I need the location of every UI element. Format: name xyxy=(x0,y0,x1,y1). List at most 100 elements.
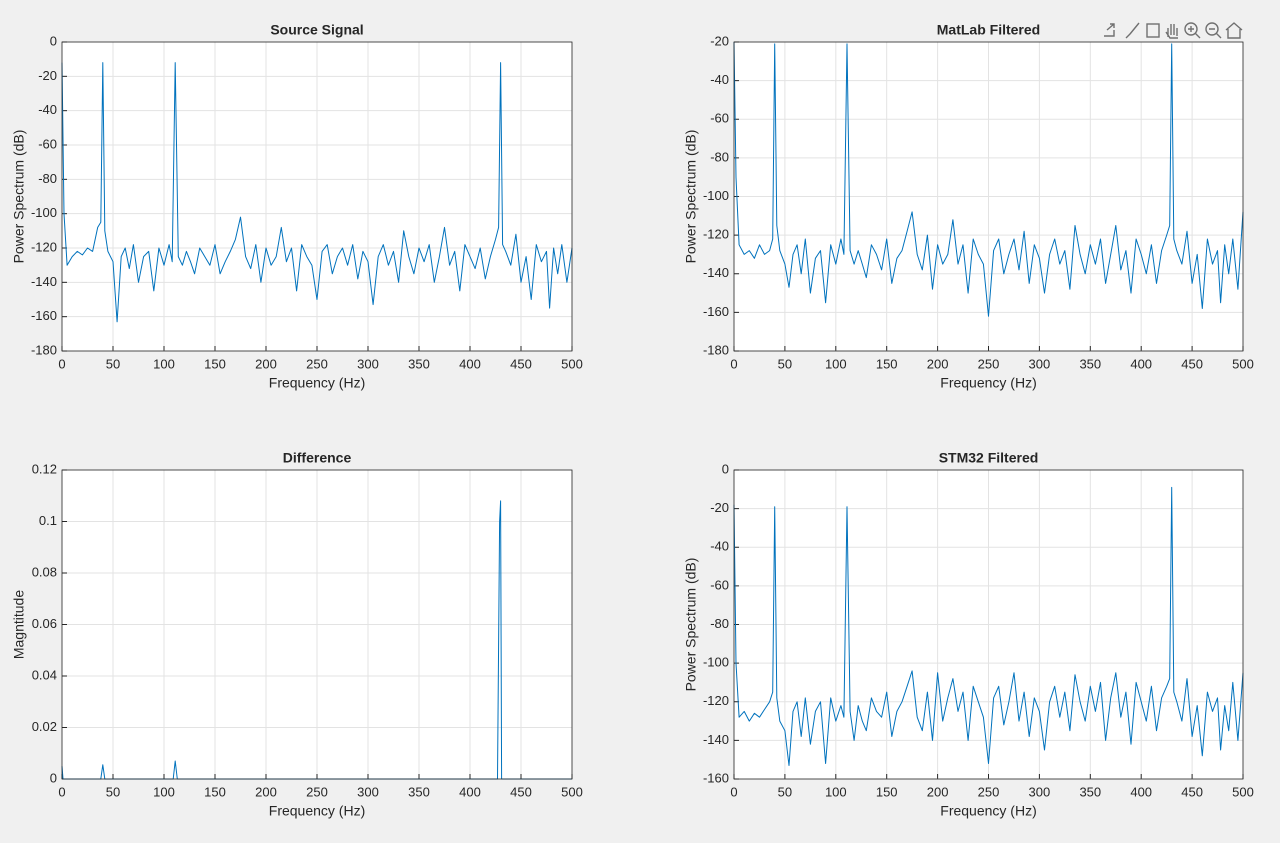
y-tick-label: -60 xyxy=(710,111,729,126)
x-tick-label: 400 xyxy=(459,356,481,371)
chart-title: MatLab Filtered xyxy=(937,22,1040,38)
axes-box xyxy=(733,469,1244,780)
y-tick-label: -20 xyxy=(710,33,729,48)
x-tick-label: 250 xyxy=(978,356,1000,371)
y-tick-label: 0.12 xyxy=(32,461,57,476)
axes-toolbar[interactable] xyxy=(1104,22,1243,39)
zoom-out-icon-detail[interactable] xyxy=(1209,28,1222,39)
axes-box xyxy=(61,41,573,352)
datatip-icon[interactable] xyxy=(1146,23,1160,38)
x-tick-label: 400 xyxy=(1130,784,1152,799)
x-tick-label: 200 xyxy=(255,784,277,799)
pan-icon[interactable] xyxy=(1165,24,1178,39)
x-tick-label: 0 xyxy=(58,356,65,371)
x-tick-label: 300 xyxy=(1029,356,1051,371)
y-tick-label: -40 xyxy=(710,72,729,87)
x-tick-label: 300 xyxy=(357,356,379,371)
axes-box xyxy=(61,469,573,780)
x-tick-label: 200 xyxy=(927,784,949,799)
x-tick-label: 450 xyxy=(510,356,532,371)
y-tick-label: -120 xyxy=(31,239,57,254)
data-line xyxy=(61,500,572,780)
chart-title: STM32 Filtered xyxy=(939,450,1039,466)
y-tick-label: -140 xyxy=(703,265,729,280)
brush-icon[interactable] xyxy=(1125,22,1140,39)
x-tick-label: 250 xyxy=(306,356,328,371)
x-tick-label: 0 xyxy=(58,784,65,799)
x-axis-label: Frequency (Hz) xyxy=(269,375,365,391)
zoom-in-icon[interactable] xyxy=(1184,22,1198,36)
data-line xyxy=(733,41,1244,317)
x-tick-label: 100 xyxy=(153,356,175,371)
x-tick-label: 150 xyxy=(204,356,226,371)
home-icon[interactable] xyxy=(1225,22,1243,39)
y-tick-label: -80 xyxy=(38,171,57,186)
x-tick-label: 0 xyxy=(730,784,737,799)
data-line xyxy=(733,486,1244,766)
x-tick-label: 100 xyxy=(825,784,847,799)
x-tick-label: 150 xyxy=(204,784,226,799)
x-tick-label: 50 xyxy=(106,356,120,371)
x-tick-label: 200 xyxy=(255,356,277,371)
y-axis-label: Magntitude xyxy=(11,590,27,659)
axes-box xyxy=(733,41,1244,352)
y-tick-label: 0 xyxy=(722,461,729,476)
x-tick-label: 500 xyxy=(561,356,583,371)
x-tick-label: 350 xyxy=(408,784,430,799)
x-tick-label: 400 xyxy=(1130,356,1152,371)
x-tick-label: 500 xyxy=(561,784,583,799)
y-axis-label: Power Spectrum (dB) xyxy=(11,130,27,264)
y-tick-label: -160 xyxy=(31,308,57,323)
x-tick-label: 150 xyxy=(876,356,898,371)
x-tick-label: 450 xyxy=(1181,356,1203,371)
zoom-in-icon-detail[interactable] xyxy=(1188,26,1201,39)
y-tick-label: -140 xyxy=(31,274,57,289)
x-axis-label: Frequency (Hz) xyxy=(940,803,1036,819)
y-tick-label: -80 xyxy=(710,149,729,164)
x-tick-label: 300 xyxy=(357,784,379,799)
data-line xyxy=(61,62,573,323)
chart-title: Source Signal xyxy=(270,22,363,38)
y-tick-label: -180 xyxy=(703,342,729,357)
y-tick-label: -20 xyxy=(38,68,57,83)
y-tick-label: -80 xyxy=(710,616,729,631)
x-tick-label: 350 xyxy=(1079,784,1101,799)
y-tick-label: -140 xyxy=(703,732,729,747)
y-tick-label: -60 xyxy=(38,136,57,151)
x-tick-label: 250 xyxy=(306,784,328,799)
y-tick-label: -100 xyxy=(703,188,729,203)
x-tick-label: 50 xyxy=(778,356,792,371)
y-tick-label: -100 xyxy=(31,205,57,220)
y-tick-label: -60 xyxy=(710,577,729,592)
x-tick-label: 50 xyxy=(778,784,792,799)
y-axis-label: Power Spectrum (dB) xyxy=(683,130,699,264)
y-tick-label: -160 xyxy=(703,304,729,319)
y-tick-label: -180 xyxy=(31,342,57,357)
y-tick-label: 0.06 xyxy=(32,616,57,631)
x-tick-label: 500 xyxy=(1232,784,1254,799)
y-tick-label: -20 xyxy=(710,500,729,515)
x-tick-label: 0 xyxy=(730,356,737,371)
export-icon[interactable] xyxy=(1104,23,1115,37)
x-tick-label: 50 xyxy=(106,784,120,799)
x-tick-label: 200 xyxy=(927,356,949,371)
x-axis-label: Frequency (Hz) xyxy=(269,803,365,819)
y-tick-label: -120 xyxy=(703,227,729,242)
y-tick-label: 0 xyxy=(50,33,57,48)
x-tick-label: 500 xyxy=(1232,356,1254,371)
y-tick-label: 0.1 xyxy=(39,513,57,528)
y-tick-label: -120 xyxy=(703,693,729,708)
x-tick-label: 450 xyxy=(510,784,532,799)
zoom-out-icon[interactable] xyxy=(1205,22,1219,36)
y-axis-label: Power Spectrum (dB) xyxy=(683,558,699,692)
y-tick-label: 0.04 xyxy=(32,667,57,682)
x-tick-label: 100 xyxy=(825,356,847,371)
y-tick-label: 0 xyxy=(50,770,57,785)
x-axis-label: Frequency (Hz) xyxy=(940,375,1036,391)
y-tick-label: 0.08 xyxy=(32,564,57,579)
y-tick-label: -40 xyxy=(710,539,729,554)
x-tick-label: 350 xyxy=(408,356,430,371)
chart-title: Difference xyxy=(283,450,352,466)
x-tick-label: 350 xyxy=(1079,356,1101,371)
